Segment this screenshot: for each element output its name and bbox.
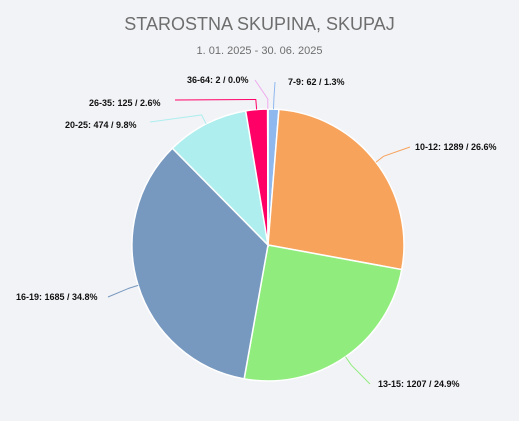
- chart-subtitle: 1. 01. 2025 - 30. 06. 2025: [197, 45, 323, 57]
- data-label-26-35: 26-35: 125 / 2.6%: [89, 98, 161, 108]
- connector-7-9: [272, 81, 276, 110]
- pie-slices: [131, 108, 405, 382]
- pie-slice-20-25[interactable]: [171, 109, 270, 248]
- chart-title: STAROSTNA SKUPINA, SKUPAJ: [124, 14, 394, 34]
- data-label-20-25: 20-25: 474 / 9.8%: [65, 120, 137, 130]
- data-labels: 7-9: 62 / 1.3% 10-12: 1289 / 26.6% 13-15: …: [16, 75, 497, 389]
- data-label-10-12: 10-12: 1289 / 26.6%: [415, 142, 497, 152]
- connector-20-25: [149, 114, 207, 125]
- connector-13-15: [345, 356, 371, 385]
- data-label-7-9: 7-9: 62 / 1.3%: [288, 77, 345, 87]
- pie-slice-13-15[interactable]: [243, 244, 403, 382]
- data-label-13-15: 13-15: 1207 / 24.9%: [378, 379, 460, 389]
- connector-36-64: [254, 79, 269, 110]
- data-label-36-64: 36-64: 2 / 0.0%: [187, 75, 249, 85]
- connector-16-19: [107, 284, 139, 298]
- connector-10-12: [375, 146, 411, 163]
- data-label-16-19: 16-19: 1685 / 34.8%: [16, 292, 98, 302]
- connector-26-35: [174, 99, 258, 110]
- label-connectors: [107, 79, 411, 385]
- pie-slice-10-12[interactable]: [267, 108, 405, 271]
- pie-slice-16-19[interactable]: [131, 147, 269, 380]
